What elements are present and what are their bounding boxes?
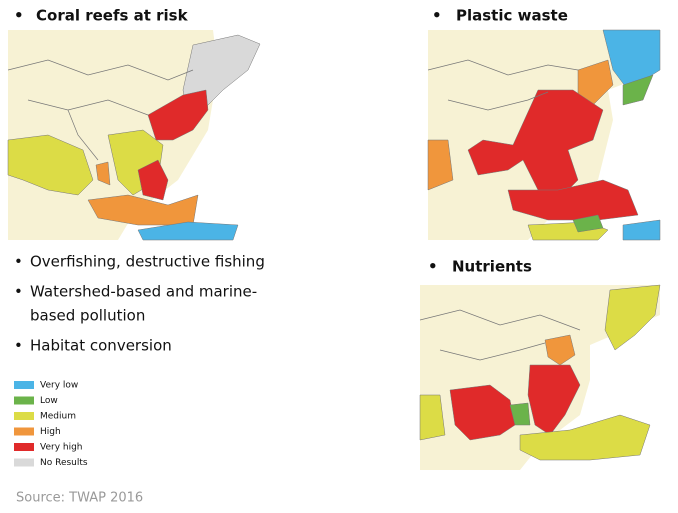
legend-label: High [40, 427, 61, 437]
legend-swatch [14, 428, 34, 436]
legend: Very low Low Medium High Very high No Results [14, 381, 88, 469]
legend-label: Very low [40, 381, 78, 391]
bullet-dot: • [14, 337, 23, 355]
bullet-dot: • [14, 253, 23, 271]
legend-swatch [14, 381, 34, 389]
bullet-dot: • [14, 283, 23, 301]
slide: • Coral reefs at risk • Plastic waste • … [0, 0, 678, 513]
legend-swatch [14, 459, 34, 467]
legend-swatch [14, 443, 34, 451]
bullet-list: • Overfishing, destructive fishing • Waters… [14, 253, 265, 355]
bullet-dot: • [432, 7, 442, 25]
legend-label: Low [40, 396, 58, 406]
bullet-dot: • [428, 258, 438, 276]
bullet-text: based pollution [30, 307, 145, 325]
map-plastic [428, 30, 660, 240]
map-title: Nutrients [452, 258, 532, 276]
map-title: Plastic waste [456, 7, 568, 25]
legend-label: No Results [40, 458, 88, 468]
legend-swatch [14, 397, 34, 405]
map-coral [8, 30, 263, 240]
legend-swatch [14, 412, 34, 420]
bullet-text: Overfishing, destructive fishing [30, 253, 265, 271]
bullet-text: Habitat conversion [30, 337, 172, 355]
legend-label: Very high [40, 443, 83, 453]
map-title: Coral reefs at risk [36, 7, 189, 25]
bullet-text: Watershed-based and marine- [30, 283, 257, 301]
legend-label: Medium [40, 412, 76, 422]
bullet-dot: • [14, 7, 24, 25]
map-nutrients [420, 285, 660, 470]
source: Source: TWAP 2016 [16, 491, 143, 506]
